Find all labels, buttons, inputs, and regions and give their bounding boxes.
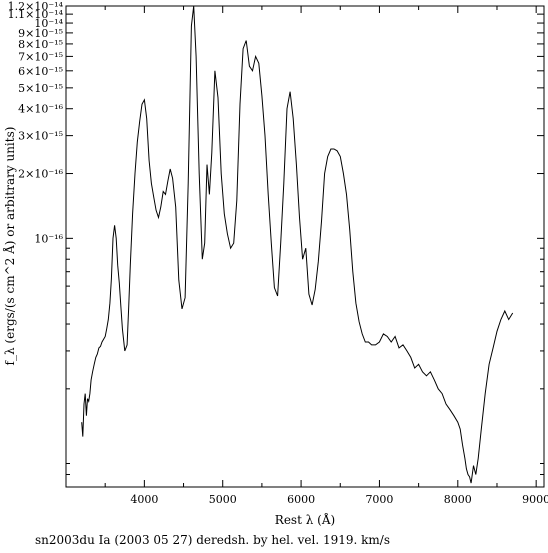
y-tick-label: 4×10⁻¹⁶ (18, 103, 63, 116)
spectrum-series-line (81, 5, 514, 484)
x-axis-label: Rest λ (Å) (275, 512, 335, 527)
y-tick-label: 5×10⁻¹⁵ (18, 82, 63, 95)
y-tick-label: 1.1×10⁻¹⁴ (8, 8, 64, 21)
y-tick-label: 10⁻¹⁶ (34, 232, 63, 245)
x-axis-ticks: 4000 5000 6000 7000 8000 9000 (104, 6, 548, 506)
y-axis-label: f_λ (ergs/(s cm^2 Å) or arbitrary units) (2, 127, 17, 366)
plot-frame (65, 5, 545, 488)
x-tick-label: 9000 (522, 493, 548, 506)
x-tick-label: 7000 (365, 493, 393, 506)
y-tick-label: 7×10⁻¹⁵ (18, 50, 63, 63)
y-tick-label: 10⁻¹⁴ (34, 17, 63, 30)
x-tick-label: 4000 (130, 493, 158, 506)
y-tick-label: 9×10⁻¹⁵ (18, 27, 63, 40)
y-tick-label: 8×10⁻¹⁵ (18, 38, 63, 51)
y-tick-label: 1.2×10⁻¹⁴ (8, 0, 64, 13)
y-tick-label: 6×10⁻¹⁵ (18, 65, 63, 78)
y-tick-label: 3×10⁻¹⁵ (18, 130, 63, 143)
y-tick-label: 2×10⁻¹⁶ (18, 168, 63, 181)
x-tick-label: 5000 (209, 493, 237, 506)
y-axis-ticks: 1.2×10⁻¹⁴1.1×10⁻¹⁴10⁻¹⁴9×10⁻¹⁵8×10⁻¹⁵7×1… (8, 0, 544, 488)
x-tick-label: 6000 (287, 493, 315, 506)
x-tick-label: 8000 (444, 493, 472, 506)
figure-caption: sn2003du Ia (2003 05 27) deredsh. by hel… (35, 533, 390, 547)
